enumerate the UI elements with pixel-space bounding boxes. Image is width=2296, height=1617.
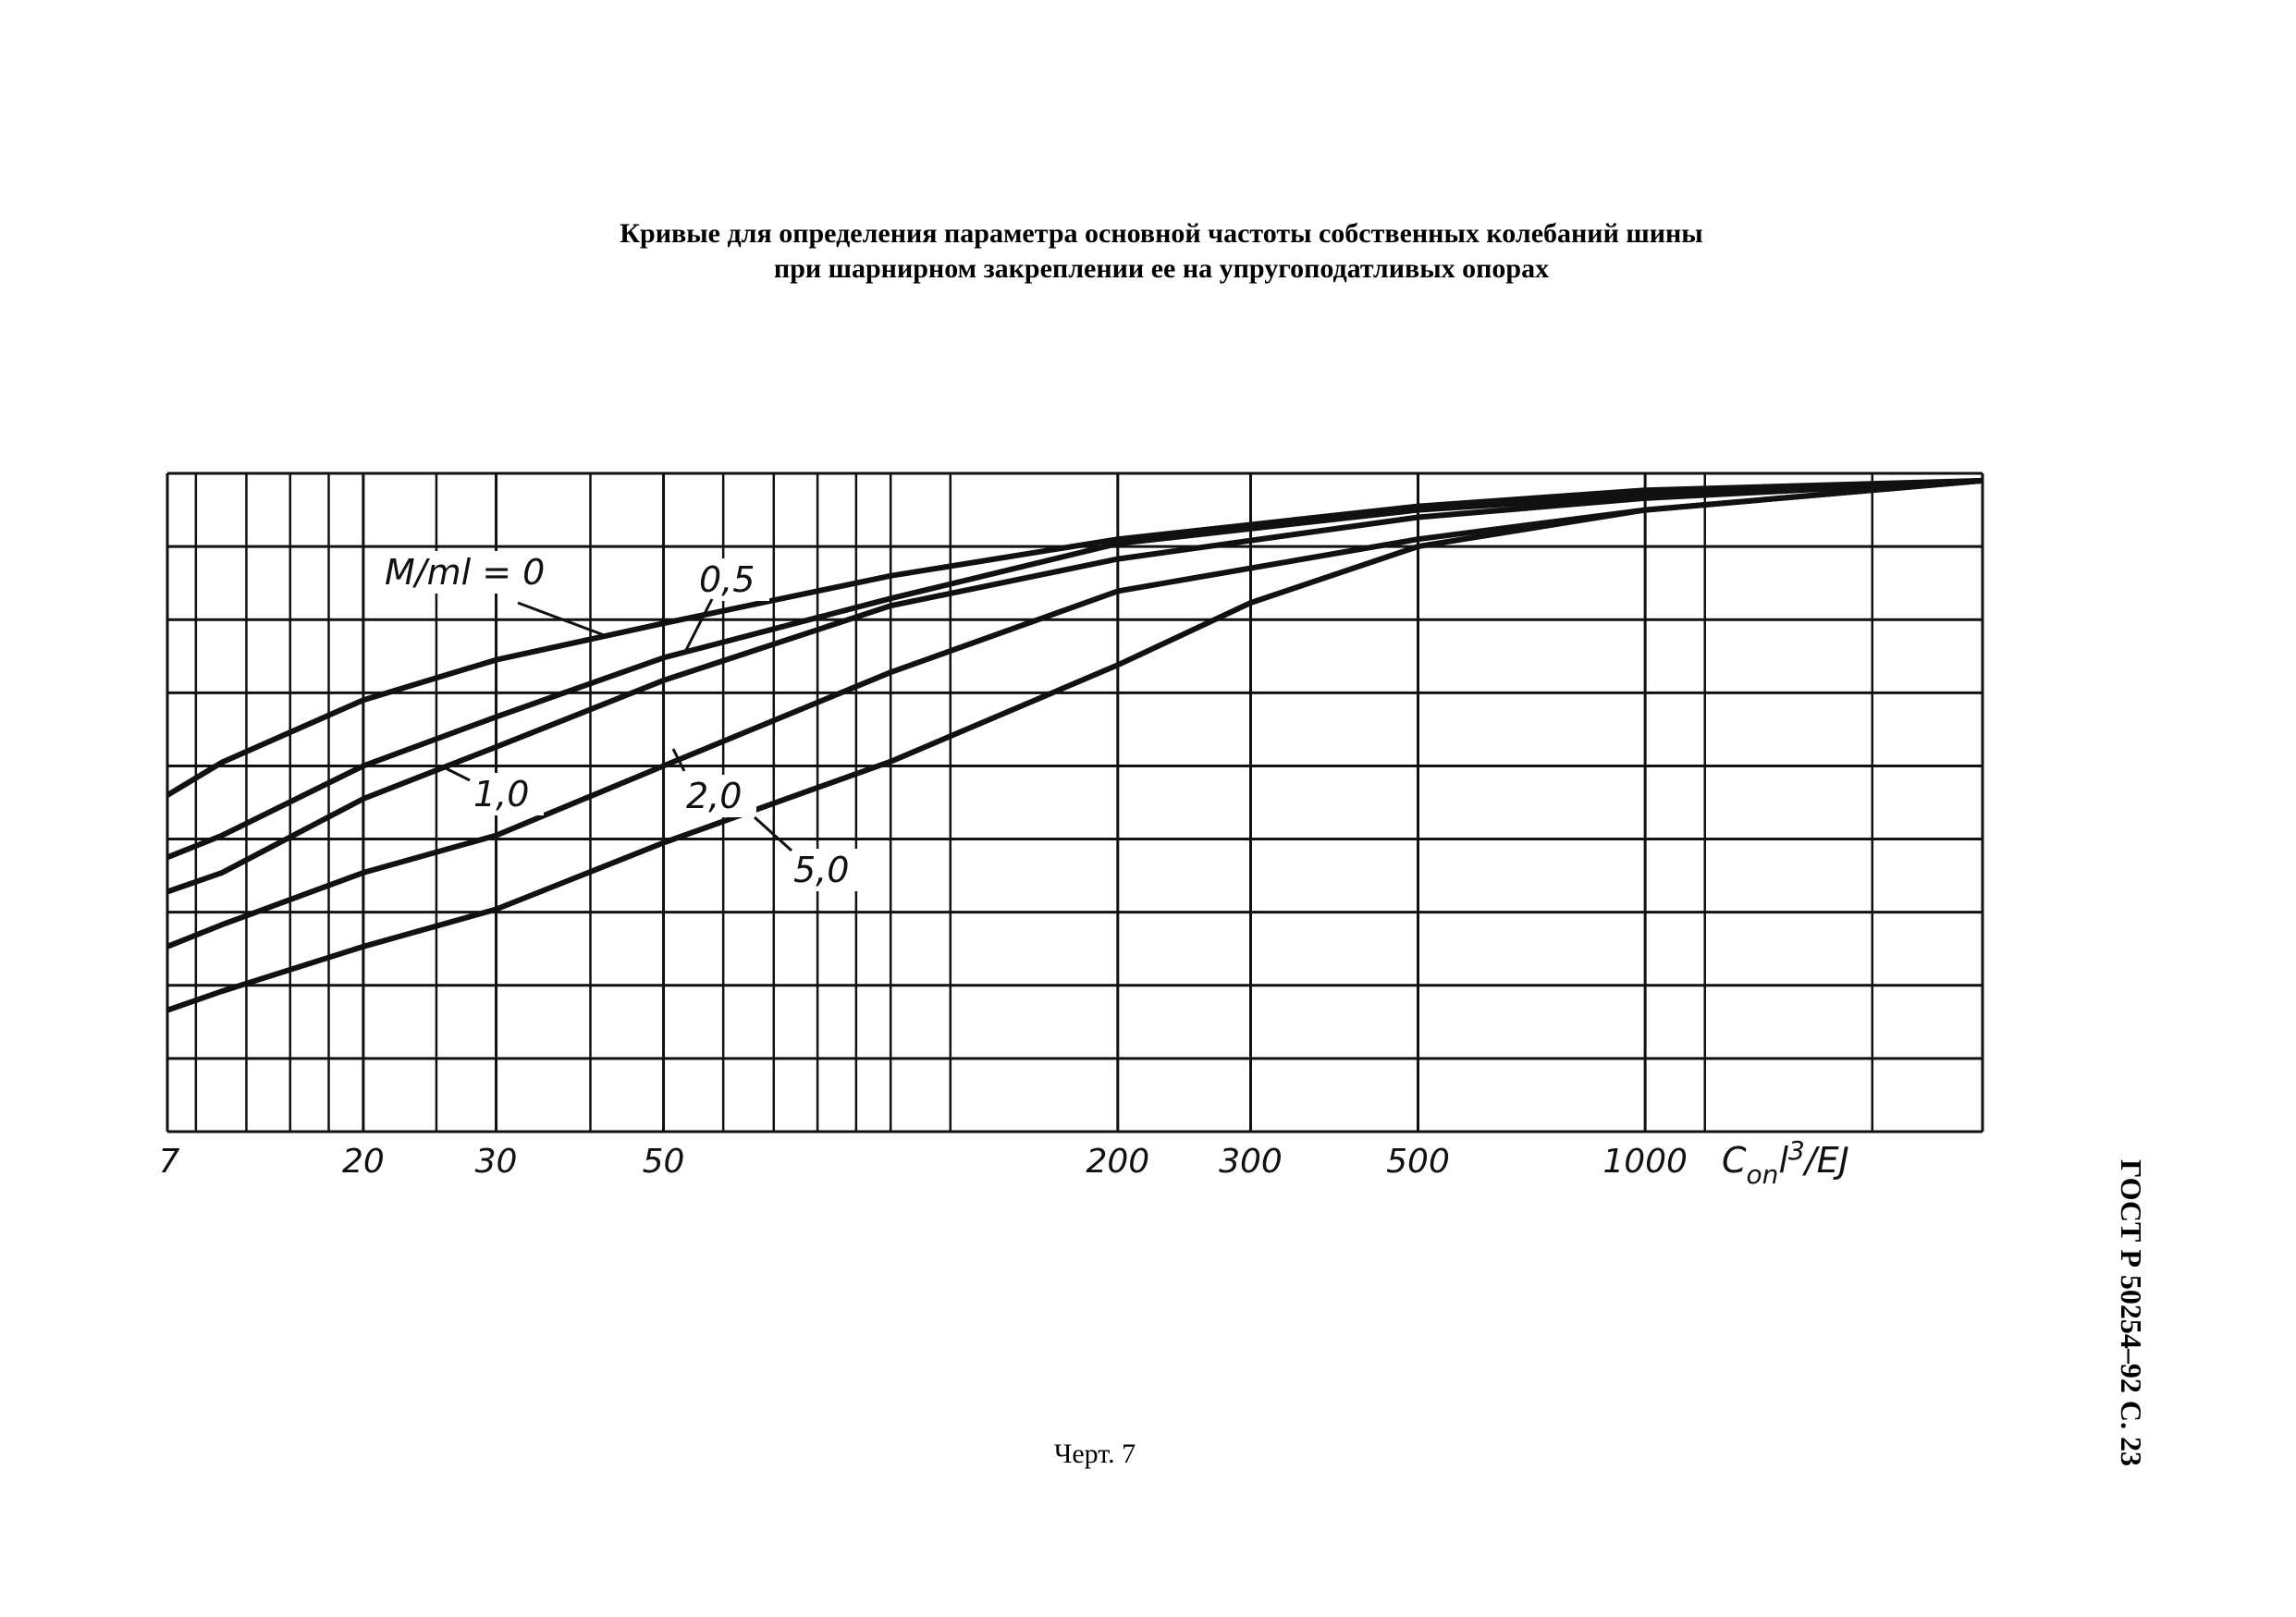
label-bg — [379, 551, 581, 594]
curve — [166, 477, 1983, 1013]
leader-line — [684, 598, 714, 651]
x-tick-label: 300 — [1219, 1143, 1283, 1181]
leader-line — [753, 815, 793, 852]
x-axis-label-part: C — [1722, 1140, 1747, 1181]
legend-label: 1,0 — [473, 774, 529, 815]
label-bg — [694, 558, 769, 601]
x-axis-label-part: /EJ — [1802, 1140, 1849, 1181]
x-axis-label-part: on — [1747, 1159, 1779, 1190]
x-tick-label: 200 — [1086, 1143, 1149, 1181]
x-tick-label: 7 — [159, 1143, 180, 1181]
title-line: при шарнирном закреплении ее на упругопо… — [774, 253, 1549, 284]
legend-label: 0,5 — [699, 559, 755, 600]
curve — [166, 477, 1983, 861]
x-axis-label: Conl3/EJ — [1722, 1135, 1849, 1190]
leader-line — [671, 748, 686, 772]
x-tick-label: 500 — [1386, 1143, 1450, 1181]
x-tick-label: 20 — [342, 1143, 385, 1181]
label-bg — [468, 773, 544, 815]
caption: Черт. 7 — [1054, 1439, 1136, 1469]
side-text: ГОСТ Р 50254–92 С. 23 — [2115, 1159, 2148, 1466]
legend-label: M/ml = 0 — [385, 552, 545, 593]
x-axis-label-part: l — [1778, 1140, 1788, 1181]
x-axis-label-part: 3 — [1788, 1135, 1805, 1166]
title-line: Кривые для определения параметра основно… — [620, 218, 1702, 249]
labels: 7 20 30 50 200 300 500 1000 Conl3/EJ M/ml = 0 0,5 1… — [159, 551, 1849, 1190]
leader-line — [517, 601, 608, 638]
x-tick-label: 30 — [475, 1143, 518, 1181]
legend-label: 2,0 — [686, 776, 742, 816]
label-bg — [788, 849, 864, 891]
legend-label: 5,0 — [793, 850, 849, 890]
x-tick-label: 1000 — [1602, 1143, 1688, 1181]
x-tick-label: 50 — [643, 1143, 685, 1181]
curves — [166, 477, 1983, 1013]
label-bg — [681, 775, 756, 817]
curve — [166, 477, 1983, 949]
leader-line — [443, 766, 471, 782]
curve — [166, 477, 1983, 895]
curve — [166, 477, 1983, 798]
